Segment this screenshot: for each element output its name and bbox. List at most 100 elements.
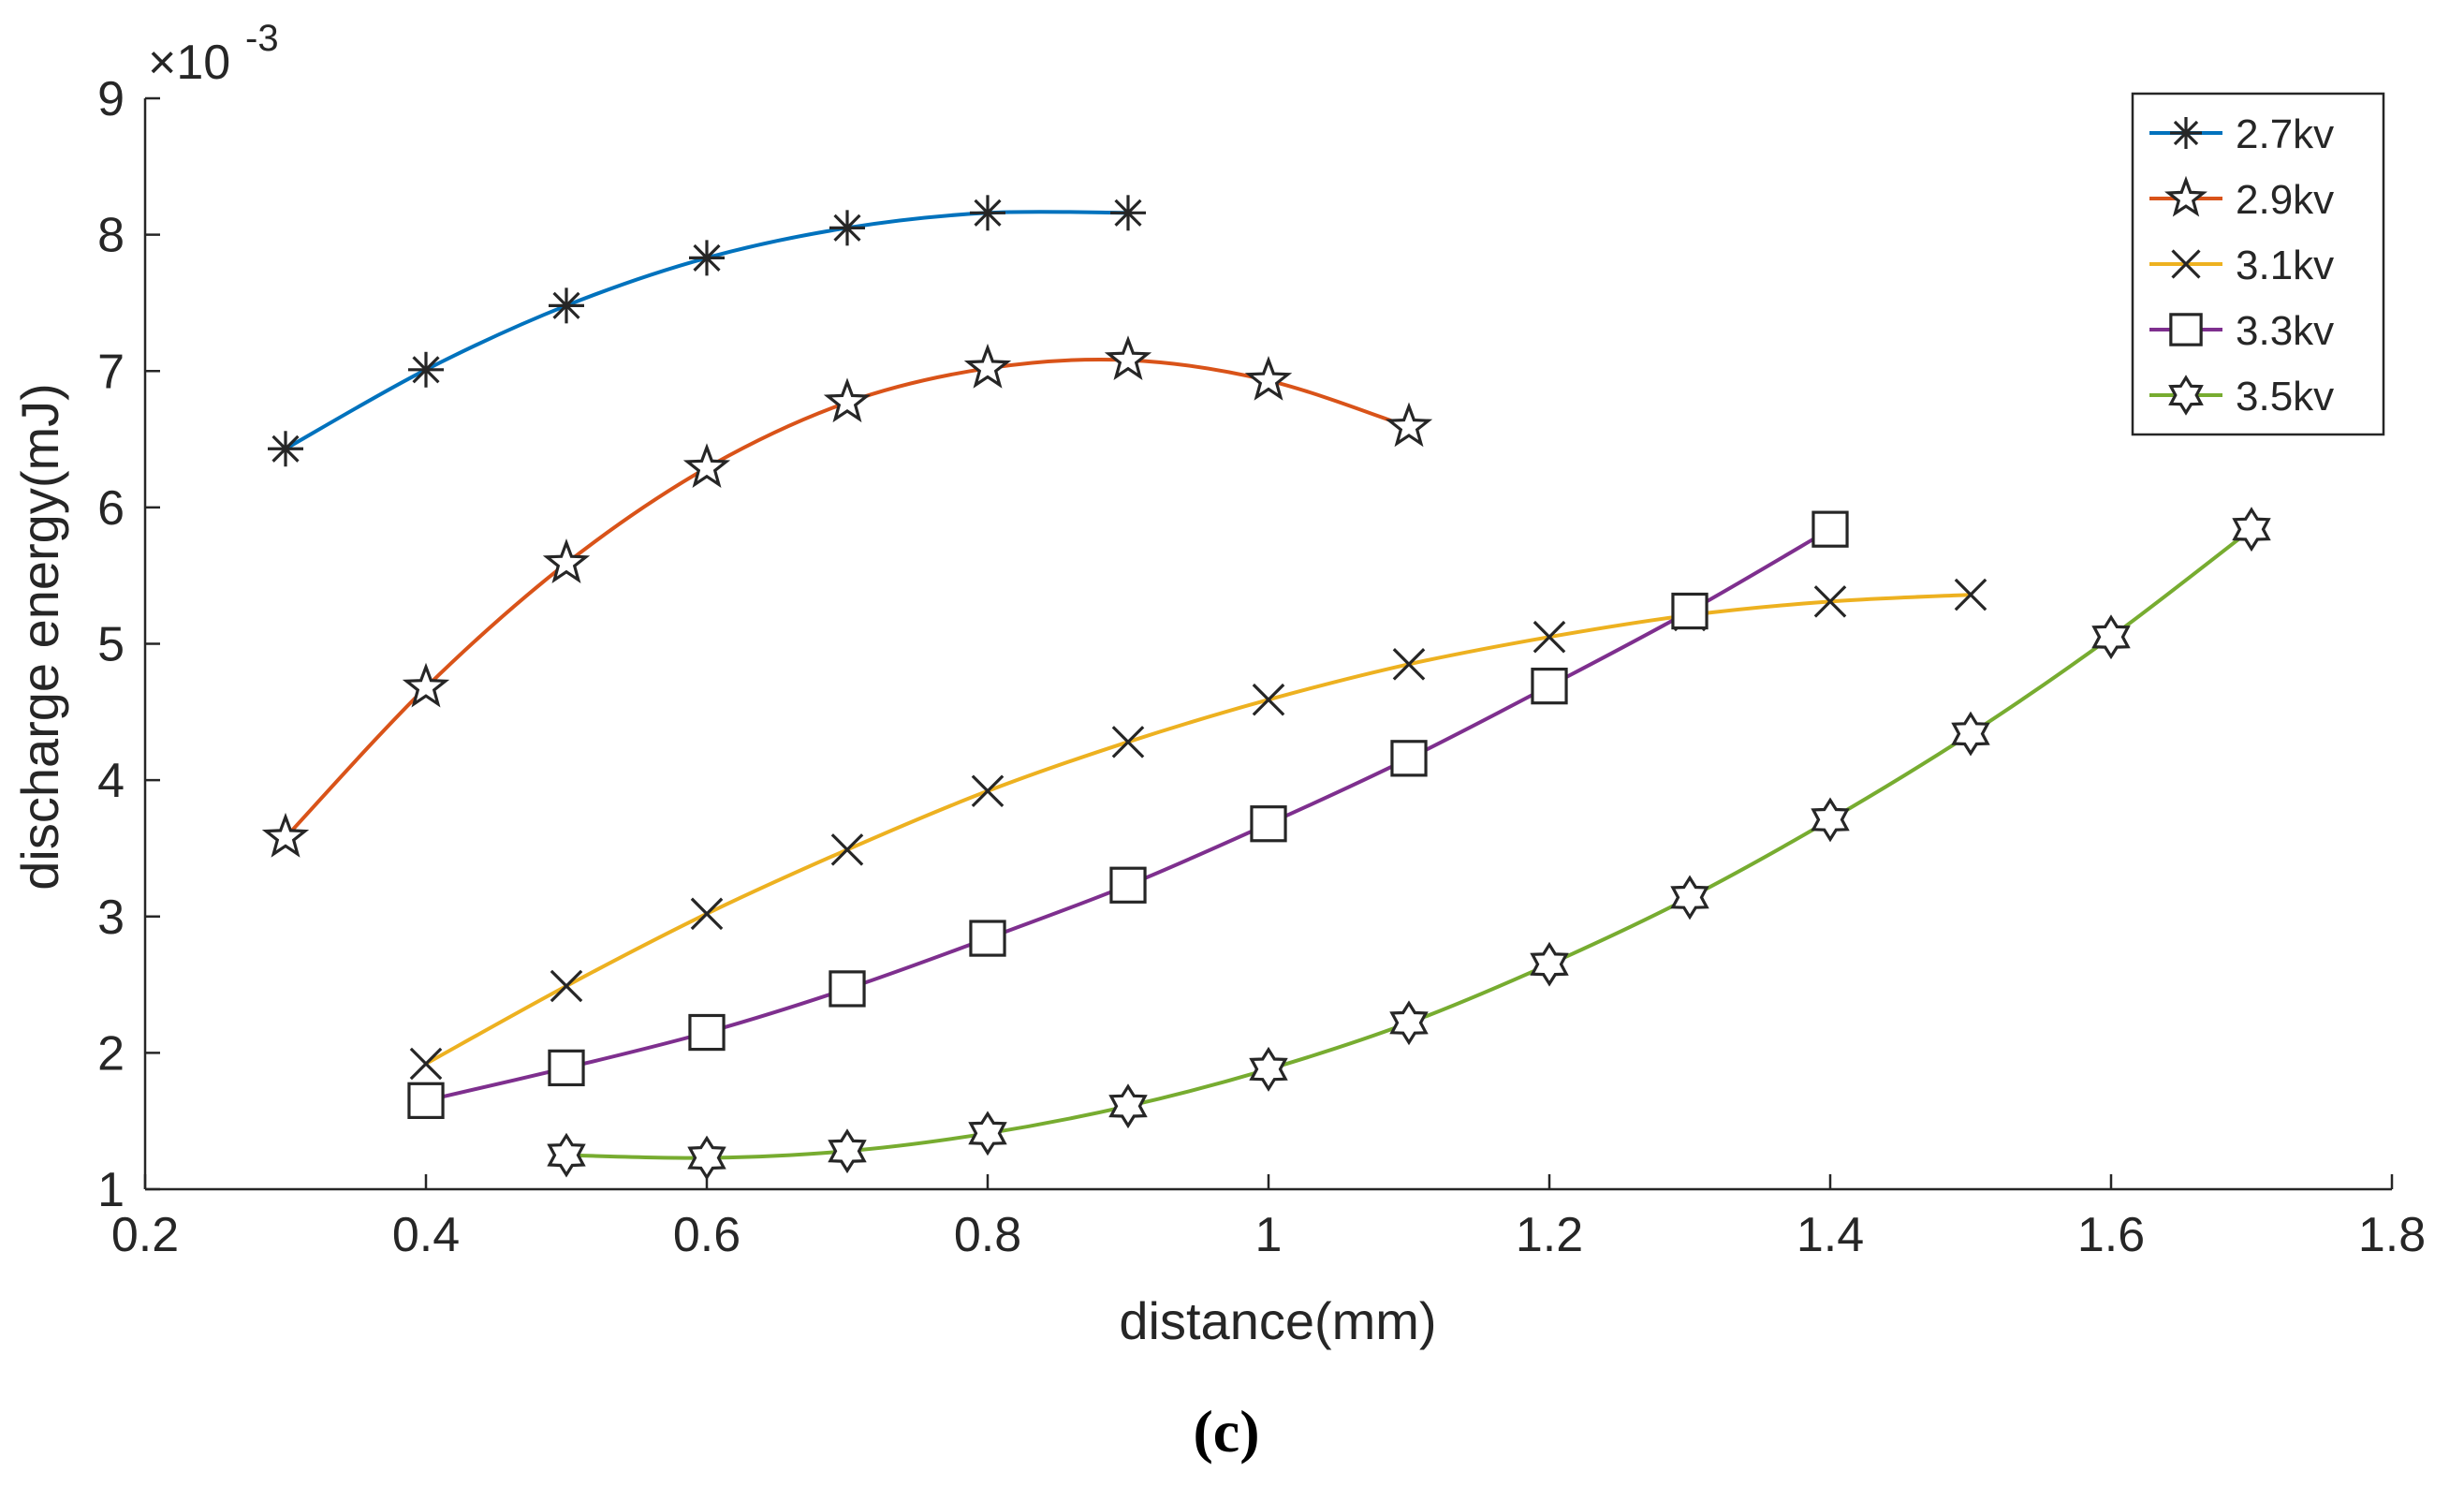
marker-shape [1385,402,1433,448]
series-line-3-3kv [425,527,1832,1103]
marker-shape [548,1049,585,1087]
x-tick-label: 0.8 [954,1208,1021,1262]
y-axis-multiplier: ×10 -3 [148,18,279,90]
marker-shape [688,1013,726,1052]
marker-shape [1104,335,1152,381]
y-tick-label: 6 [97,481,125,536]
y-tick-label: 8 [97,209,125,263]
y-tick-label: 7 [97,345,125,399]
marker-shape [2232,507,2271,552]
y-axis-title: discharge energy(mJ) [10,383,69,891]
series-line-2-9kv [284,357,1410,839]
legend-marker [2171,249,2201,279]
series-3-5kv [547,507,2271,1181]
data-point-2-7kv [549,287,584,324]
marker-stroke [690,897,724,931]
marker-stroke [830,833,864,866]
data-point-3-5kv [1530,941,1569,987]
data-point-3-1kv [1252,683,1285,716]
data-point-3-5kv [2091,614,2131,660]
series-3-3kv [407,510,1849,1119]
x-axis-title: distance(mm) [1119,1291,1436,1350]
data-point-2-9kv [261,812,310,858]
series-2-7kv [268,195,1146,467]
legend-label: 2.9kv [2236,177,2334,223]
marker-stroke [1252,683,1285,716]
data-point-3-1kv [830,833,864,866]
data-point-3-3kv [969,920,1006,957]
marker-shape [1531,667,1568,705]
series-line-3-5kv [565,527,2253,1160]
marker-stroke [2173,120,2199,146]
marker-stroke [1114,199,1142,227]
data-point-3-5kv [968,1111,1007,1156]
legend-marker [2169,313,2203,346]
legend-label: 3.3kv [2236,308,2334,354]
marker-shape [2164,175,2207,217]
marker-shape [1951,711,1990,757]
data-point-2-7kv [1110,195,1146,231]
series-2-9kv [261,335,1433,858]
legend-marker [2164,175,2207,217]
data-point-3-1kv [1533,620,1566,654]
legend-label: 3.1kv [2236,243,2334,288]
data-point-3-1kv [1954,578,1987,611]
y-tick-label: 9 [97,72,125,126]
series-3-1kv [409,578,1987,1081]
legend-marker [2168,375,2204,416]
data-point-3-3kv [829,970,866,1008]
x-tick-label: 1.4 [1797,1208,1864,1262]
y-axis-multiplier-exponent: -3 [245,18,279,59]
marker-shape [963,343,1012,389]
data-point-2-9kv [1385,402,1433,448]
legend-item-3-1kv: 3.1kv [2149,243,2334,288]
marker-stroke [1954,578,1987,611]
marker-stroke [833,213,861,242]
axes: 0.2 0.4 0.6 0.8 1 1.2 1.4 1.6 1.8 1 2 3 4 5 6 7 8 9 [97,72,2426,1262]
marker-stroke [271,434,300,463]
data-point-3-5kv [1249,1046,1288,1092]
data-point-3-1kv [550,969,583,1003]
data-point-2-9kv [542,538,591,584]
legend: 2.7kv 2.9kv 3.1kv 3.3kv 3.5kv [2131,92,2385,436]
marker-shape [1811,510,1849,548]
marker-shape [261,812,310,858]
x-tick-label: 0.4 [392,1208,460,1262]
series-layer [261,195,2271,1181]
marker-shape [542,538,591,584]
data-point-3-5kv [1670,875,1709,920]
data-point-2-9kv [682,443,731,489]
x-tick-label: 1.8 [2358,1208,2426,1262]
marker-shape [969,920,1006,957]
data-point-3-5kv [2232,507,2271,552]
data-point-3-3kv [688,1013,726,1052]
data-point-3-1kv [409,1047,443,1081]
legend-item-2-9kv: 2.9kv [2149,175,2334,223]
marker-shape [2091,614,2131,660]
marker-shape [2169,313,2203,346]
marker-shape [1671,592,1709,630]
data-point-3-3kv [548,1049,585,1087]
marker-shape [1108,1083,1148,1129]
marker-stroke [1392,648,1426,681]
data-point-3-5kv [1811,797,1850,843]
marker-shape [1389,1000,1429,1046]
legend-item-3-5kv: 3.5kv [2149,374,2334,420]
legend-marker [2170,117,2202,149]
marker-shape [687,1135,726,1181]
y-axis-multiplier-base: ×10 [148,36,230,90]
data-point-2-7kv [829,210,865,246]
marker-shape [823,377,872,423]
marker-shape [407,1082,445,1119]
marker-shape [1530,941,1569,987]
y-tick-label: 2 [97,1026,125,1081]
figure-caption: (c) [1193,1398,1259,1465]
marker-stroke [1111,726,1145,758]
data-point-3-1kv [971,774,1005,808]
marker-shape [682,443,731,489]
marker-shape [1109,866,1147,904]
series-line-3-1kv [425,593,1972,1066]
data-point-3-3kv [1811,510,1849,548]
marker-stroke [1533,620,1566,654]
